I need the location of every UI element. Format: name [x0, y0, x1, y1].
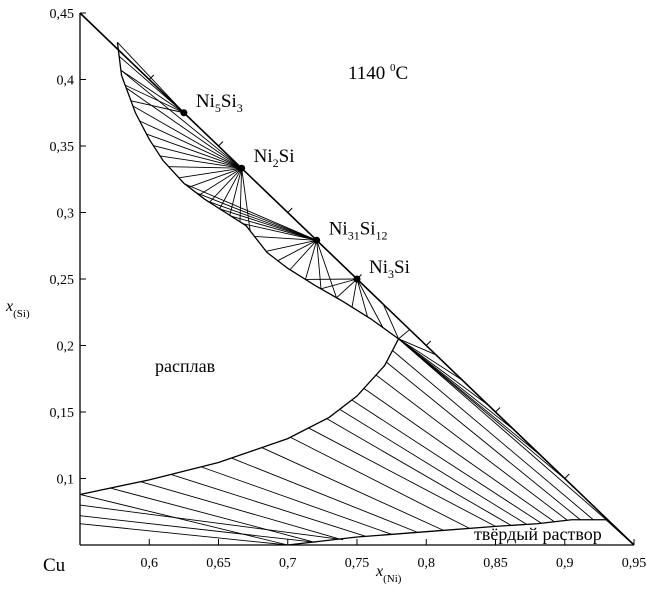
phase-label-ni3si: Ni3Si: [369, 257, 410, 281]
phase-boundaries: [80, 42, 634, 545]
chart-title-unit: C: [396, 63, 409, 84]
diagonal-tick-mark: [288, 208, 293, 213]
region-liquid-label: расплав: [155, 356, 215, 376]
tie-line: [392, 350, 593, 519]
y-tick-label: 0,4: [57, 74, 75, 89]
x-tick-label: 0,95: [622, 556, 647, 571]
chart-title-temp: 1140: [348, 63, 390, 84]
tie-line: [80, 516, 315, 543]
tie-line: [266, 240, 317, 251]
tie-line: [399, 339, 489, 406]
tie-line: [278, 240, 317, 260]
tie-line: [399, 339, 607, 520]
labels: 1140 0C Cu x(Ni) x(Si) расплав твёрдый р…: [5, 62, 602, 585]
tie-line: [140, 121, 242, 168]
diagonal-tick-mark: [219, 142, 224, 147]
tie-line: [117, 49, 183, 113]
y-tick-label: 0,2: [57, 340, 75, 355]
tie-line: [399, 339, 463, 380]
x-tick-label: 0,7: [279, 556, 297, 571]
tie-line: [117, 42, 183, 112]
tie-line: [352, 400, 542, 523]
tie-line: [196, 193, 316, 240]
tie-line: [171, 474, 366, 536]
x-tick-label: 0,8: [418, 556, 436, 571]
phase-label-ni5si3: Ni5Si3: [196, 91, 243, 115]
y-axis-label-main: x: [5, 298, 13, 315]
tie-line: [80, 505, 343, 540]
x-tick-label: 0,6: [141, 556, 159, 571]
y-tick-label: 0,35: [50, 140, 75, 155]
phase-point-ni31si12: [313, 237, 320, 244]
y-tick-label: 0,45: [50, 7, 75, 22]
corner-label-cu: Cu: [43, 555, 66, 576]
y-tick-label: 0,3: [57, 207, 75, 222]
chart-title: 1140 0C: [348, 62, 408, 84]
tie-line: [357, 279, 383, 328]
tie-line: [220, 209, 317, 241]
x-tick-label: 0,65: [206, 556, 231, 571]
phase-point-ni2si: [238, 165, 245, 172]
tie-line: [340, 409, 527, 524]
tie-line: [179, 168, 242, 178]
x-axis-label: x(Ni): [375, 563, 402, 585]
tie-line: [399, 339, 568, 481]
tie-line: [364, 388, 554, 521]
diagonal-tick-mark: [496, 408, 501, 413]
x-tick-label: 0,9: [556, 556, 574, 571]
y-tick-label: 0,25: [50, 273, 75, 288]
tie-line: [146, 134, 241, 168]
x-axis-label-main: x: [375, 563, 383, 580]
region-solid-solution-label: твёрдый раствор: [474, 524, 602, 544]
x-tick-label: 0,85: [483, 556, 508, 571]
phase-point-ni5si3: [180, 109, 187, 116]
phase-point-ni3si: [354, 276, 361, 283]
tie-lines: [80, 42, 606, 545]
y-tick-label: 0,1: [57, 473, 75, 488]
diagonal-tick-mark: [426, 341, 431, 346]
y-axis-label-sub: (Si): [13, 308, 30, 320]
x-axis-label-sub: (Ni): [383, 573, 402, 585]
tie-line: [290, 437, 469, 528]
y-tick-label: 0,15: [50, 406, 75, 421]
tie-line: [399, 330, 410, 339]
x-tick-label: 0,75: [345, 556, 370, 571]
phase-label-ni2si: Ni2Si: [254, 146, 295, 170]
phase-points: Ni5Si3 Ni2Si Ni31Si12 Ni3Si: [180, 91, 409, 283]
tie-line: [141, 482, 340, 539]
tie-line: [201, 467, 391, 534]
tie-line: [262, 448, 444, 531]
tie-line: [119, 56, 184, 113]
tie-line: [208, 201, 317, 240]
y-axis-label: x(Si): [5, 298, 30, 320]
tie-line: [231, 458, 417, 532]
diagonal-tick-mark: [565, 474, 570, 479]
phase-label-ni31si12: Ni31Si12: [329, 218, 388, 242]
tie-line: [131, 101, 184, 113]
